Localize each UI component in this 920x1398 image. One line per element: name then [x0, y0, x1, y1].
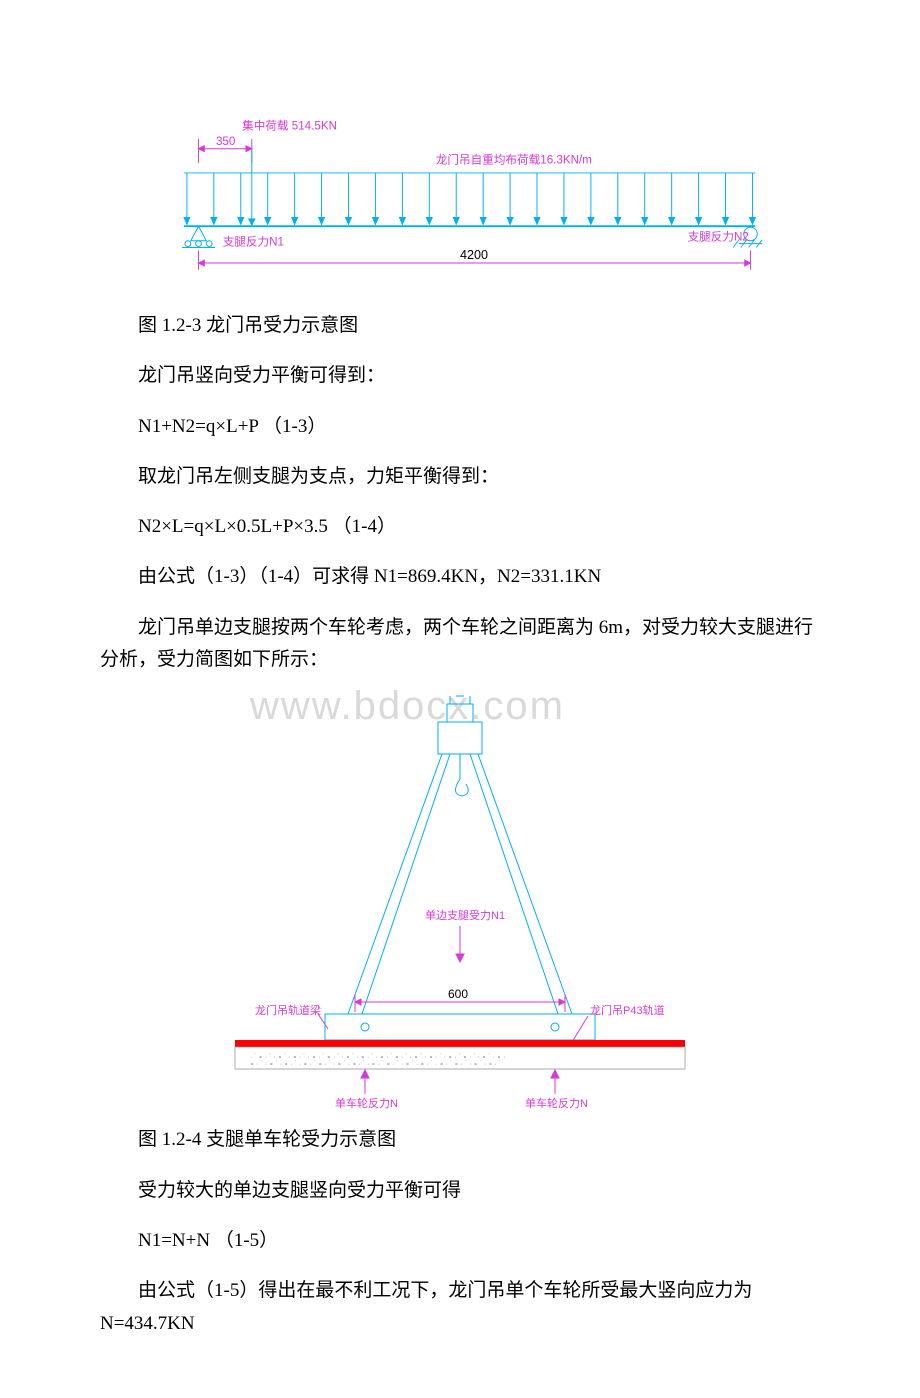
rail-label: 龙门吊P43轨道: [590, 1003, 665, 1017]
para-9: 由公式（1-5）得出在最不利工况下，龙门吊单个车轮所受最大竖向应力为N=434.…: [0, 1275, 920, 1340]
para-1-text: 龙门吊竖向受力平衡可得到：: [138, 365, 385, 386]
para-6: 龙门吊单边支腿按两个车轮考虑，两个车轮之间距离为 6m，对受力较大支腿进行分析，…: [0, 612, 920, 677]
para-7: 受力较大的单边支腿竖向受力平衡可得: [0, 1175, 920, 1207]
svg-text:· ˙ ∘ · ˙ · ∘ ˙ · ∘ · ˙ · ∘ ·: · ˙ ∘ · ˙ · ∘ ˙ · ∘ · ˙ · ∘ · ˙ ∘ · ˙ · …: [250, 1053, 505, 1061]
figure-1-svg: 350 集中荷载 514.5KN 龙门吊自重均布荷载16.3KN/m 支腿反力N…: [140, 110, 780, 294]
para-2: N1+N2=q×L+P （1-3）: [0, 411, 920, 443]
para-2-text: N1+N2=q×L+P （1-3）: [138, 416, 326, 437]
para-9-text: 由公式（1-5）得出在最不利工况下，龙门吊单个车轮所受最大竖向应力为N=434.…: [100, 1280, 752, 1333]
wheel-right-label: 单车轮反力N: [525, 1096, 588, 1110]
para-8: N1=N+N （1-5）: [0, 1225, 920, 1257]
para-1: 龙门吊竖向受力平衡可得到：: [0, 360, 920, 392]
track-beam-label: 龙门吊轨道梁: [255, 1003, 321, 1017]
figure-2-caption: 图 1.2-4 支腿单车轮受力示意图: [138, 1129, 396, 1150]
para-4-text: N2×L=q×L×0.5L+P×3.5 （1-4）: [138, 516, 396, 537]
reaction-n1-label: 支腿反力N1: [223, 236, 284, 249]
dim-4200-label: 4200: [460, 248, 488, 262]
reaction-n2-label: 支腿反力N2: [688, 231, 749, 244]
figure-1-caption-block: 图 1.2-3 龙门吊受力示意图: [0, 310, 920, 342]
figure-2-caption-block: 图 1.2-4 支腿单车轮受力示意图: [0, 1124, 920, 1156]
dim-600-label: 600: [448, 987, 468, 1001]
figure-2-svg: 单边支腿受力N1 600 龙门吊轨道梁: [210, 694, 710, 1114]
para-6-text: 龙门吊单边支腿按两个车轮考虑，两个车轮之间距离为 6m，对受力较大支腿进行分析，…: [100, 617, 813, 670]
figure-1-wrap: 350 集中荷载 514.5KN 龙门吊自重均布荷载16.3KN/m 支腿反力N…: [0, 110, 920, 310]
leg-force-label: 单边支腿受力N1: [425, 909, 505, 922]
dim-350-label: 350: [216, 135, 235, 148]
para-4: N2×L=q×L×0.5L+P×3.5 （1-4）: [0, 511, 920, 543]
para-3-text: 取龙门吊左侧支腿为支点，力矩平衡得到：: [138, 466, 499, 487]
para-7-text: 受力较大的单边支腿竖向受力平衡可得: [138, 1180, 461, 1201]
figure-2-wrap: www.bdocx.com 单边支腿受力N1: [0, 694, 920, 1124]
svg-text:∘ · ˙ · ∘ ˙ · ∘ · ˙ · ∘ · ˙ ∘: ∘ · ˙ · ∘ ˙ · ∘ · ˙ · ∘ · ˙ ∘ · ˙ · ∘ ˙ …: [250, 1060, 501, 1068]
para-8-text: N1=N+N （1-5）: [138, 1230, 278, 1251]
para-5-text: 由公式（1-3）（1-4）可求得 N1=869.4KN，N2=331.1KN: [138, 566, 601, 587]
dist-load-label: 龙门吊自重均布荷载16.3KN/m: [436, 152, 592, 166]
para-3: 取龙门吊左侧支腿为支点，力矩平衡得到：: [0, 461, 920, 493]
point-load-label: 集中荷载 514.5KN: [242, 118, 337, 132]
wheel-left-label: 单车轮反力N: [335, 1096, 398, 1110]
figure-1-caption: 图 1.2-3 龙门吊受力示意图: [138, 315, 358, 336]
para-5: 由公式（1-3）（1-4）可求得 N1=869.4KN，N2=331.1KN: [0, 561, 920, 593]
